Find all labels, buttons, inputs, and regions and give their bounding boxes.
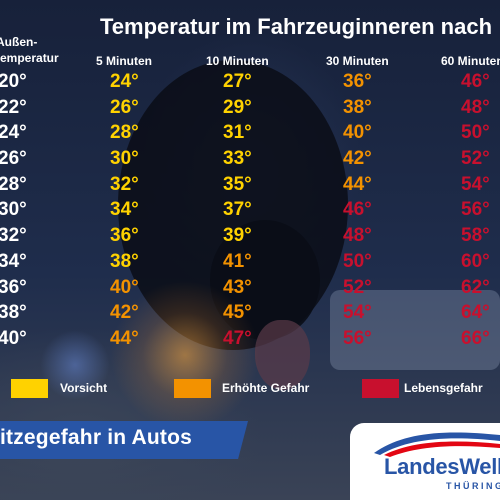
table-row: 40° 44° 47° 56° 66° [0,326,500,352]
table-row: 28° 32° 35° 44° 54° [0,172,500,198]
interior-temperature-cell-60-min: 50° [461,122,490,144]
outside-temperature-cell: 38° [0,302,27,324]
interior-temperature-cell-30-min: 42° [343,148,372,170]
interior-temperature-cell-10-min: 27° [223,71,252,92]
interior-temperature-cell-5-min: 40° [110,276,139,298]
interior-temperature-cell-10-min: 33° [223,148,252,170]
interior-temperature-cell-5-min: 34° [110,199,139,221]
table-row: 34° 38° 41° 50° 60° [0,249,500,275]
outside-temperature-cell: 24° [0,122,27,144]
temperature-table: 20° 24° 27° 36° 46° 22° 26° 29° 38° 48° 24° 28° 31° 4… [0,69,500,352]
legend-swatch-danger [362,379,399,398]
outside-temperature-cell: 40° [0,327,27,349]
interior-temperature-cell-60-min: 48° [461,96,490,118]
outside-temperature-cell: 34° [0,250,27,272]
outside-temperature-header: Außen-temperatur [0,35,59,65]
risk-legend: Vorsicht Erhöhte Gefahr Lebensgefahr [0,377,500,401]
interior-temperature-cell-10-min: 41° [223,250,252,272]
interior-temperature-cell-60-min: 66° [461,327,490,349]
outside-temperature-cell: 22° [0,96,27,118]
interior-temperature-cell-5-min: 24° [110,71,139,92]
table-row: 36° 40° 43° 52° 62° [0,275,500,301]
interior-temperature-cell-60-min: 64° [461,302,490,324]
interior-temperature-cell-30-min: 44° [343,173,372,195]
interior-temperature-cell-10-min: 29° [223,96,252,118]
table-row: 30° 34° 37° 46° 56° [0,197,500,223]
legend-swatch-elevated [174,379,211,398]
outside-temperature-cell: 30° [0,199,27,221]
interior-temperature-cell-5-min: 42° [110,302,139,324]
interior-temperature-cell-30-min: 50° [343,250,372,272]
table-row: 24° 28° 31° 40° 50° [0,120,500,146]
interior-temperature-cell-10-min: 47° [223,327,252,349]
interior-temperature-cell-60-min: 58° [461,225,490,247]
legend-label-danger: Lebensgefahr [404,381,483,395]
interior-temperature-cell-30-min: 56° [343,327,372,349]
logo-subtitle: THÜRING [446,481,500,491]
interior-temperature-cell-60-min: 52° [461,148,490,170]
interior-temperature-cell-30-min: 46° [343,199,372,221]
interior-temperature-cell-5-min: 44° [110,327,139,349]
interior-temperature-cell-30-min: 52° [343,276,372,298]
column-header-60-min: 60 Minuten [441,54,500,68]
interior-temperature-cell-30-min: 48° [343,225,372,247]
column-header-30-min: 30 Minuten [326,54,389,68]
interior-temperature-cell-60-min: 56° [461,199,490,221]
outside-temperature-cell: 26° [0,148,27,170]
interior-temperature-cell-10-min: 35° [223,173,252,195]
logo-swoosh-icon [374,432,500,457]
dog-tongue [255,320,310,390]
table-row: 38° 42° 45° 54° 64° [0,300,500,326]
interior-temperature-cell-30-min: 36° [343,71,372,92]
banner-text: itzegefahr in Autos [0,426,193,449]
outside-temperature-cell: 20° [0,71,27,92]
headline-banner: itzegefahr in Autos [0,421,248,459]
interior-temperature-cell-10-min: 31° [223,122,252,144]
column-header-10-min: 10 Minuten [206,54,269,68]
interior-temperature-cell-10-min: 37° [223,199,252,221]
interior-temperature-cell-10-min: 45° [223,302,252,324]
interior-temperature-cell-5-min: 30° [110,148,139,170]
legend-swatch-caution [11,379,48,398]
interior-temperature-cell-10-min: 39° [223,225,252,247]
interior-temperature-cell-5-min: 38° [110,250,139,272]
page-title: Temperatur im Fahrzeuginneren nach [100,14,493,39]
interior-temperature-cell-5-min: 28° [110,122,139,144]
interior-temperature-cell-60-min: 46° [461,71,490,92]
outside-temperature-cell: 32° [0,225,27,247]
table-row: 20° 24° 27° 36° 46° [0,69,500,95]
interior-temperature-cell-5-min: 26° [110,96,139,118]
logo-wordmark: LandesWell [384,454,500,479]
interior-temperature-cell-60-min: 60° [461,250,490,272]
outside-temperature-cell: 36° [0,276,27,298]
table-row: 32° 36° 39° 48° 58° [0,223,500,249]
sun-flare [110,280,260,430]
table-row: 22° 26° 29° 38° 48° [0,95,500,121]
car-window-glow [330,290,500,370]
interior-temperature-cell-5-min: 32° [110,173,139,195]
interior-temperature-cell-30-min: 40° [343,122,372,144]
interior-temperature-cell-60-min: 62° [461,276,490,298]
legend-label-caution: Vorsicht [60,381,108,395]
outside-temperature-cell: 28° [0,173,27,195]
interior-temperature-cell-30-min: 38° [343,96,372,118]
interior-temperature-cell-10-min: 43° [223,276,252,298]
column-header-5-min: 5 Minuten [96,54,152,68]
interior-temperature-cell-30-min: 54° [343,302,372,324]
legend-label-elevated: Erhöhte Gefahr [222,381,310,395]
interior-temperature-cell-5-min: 36° [110,225,139,247]
sun-flare-small [40,330,110,400]
table-row: 26° 30° 33° 42° 52° [0,146,500,172]
interior-temperature-cell-60-min: 54° [461,173,490,195]
